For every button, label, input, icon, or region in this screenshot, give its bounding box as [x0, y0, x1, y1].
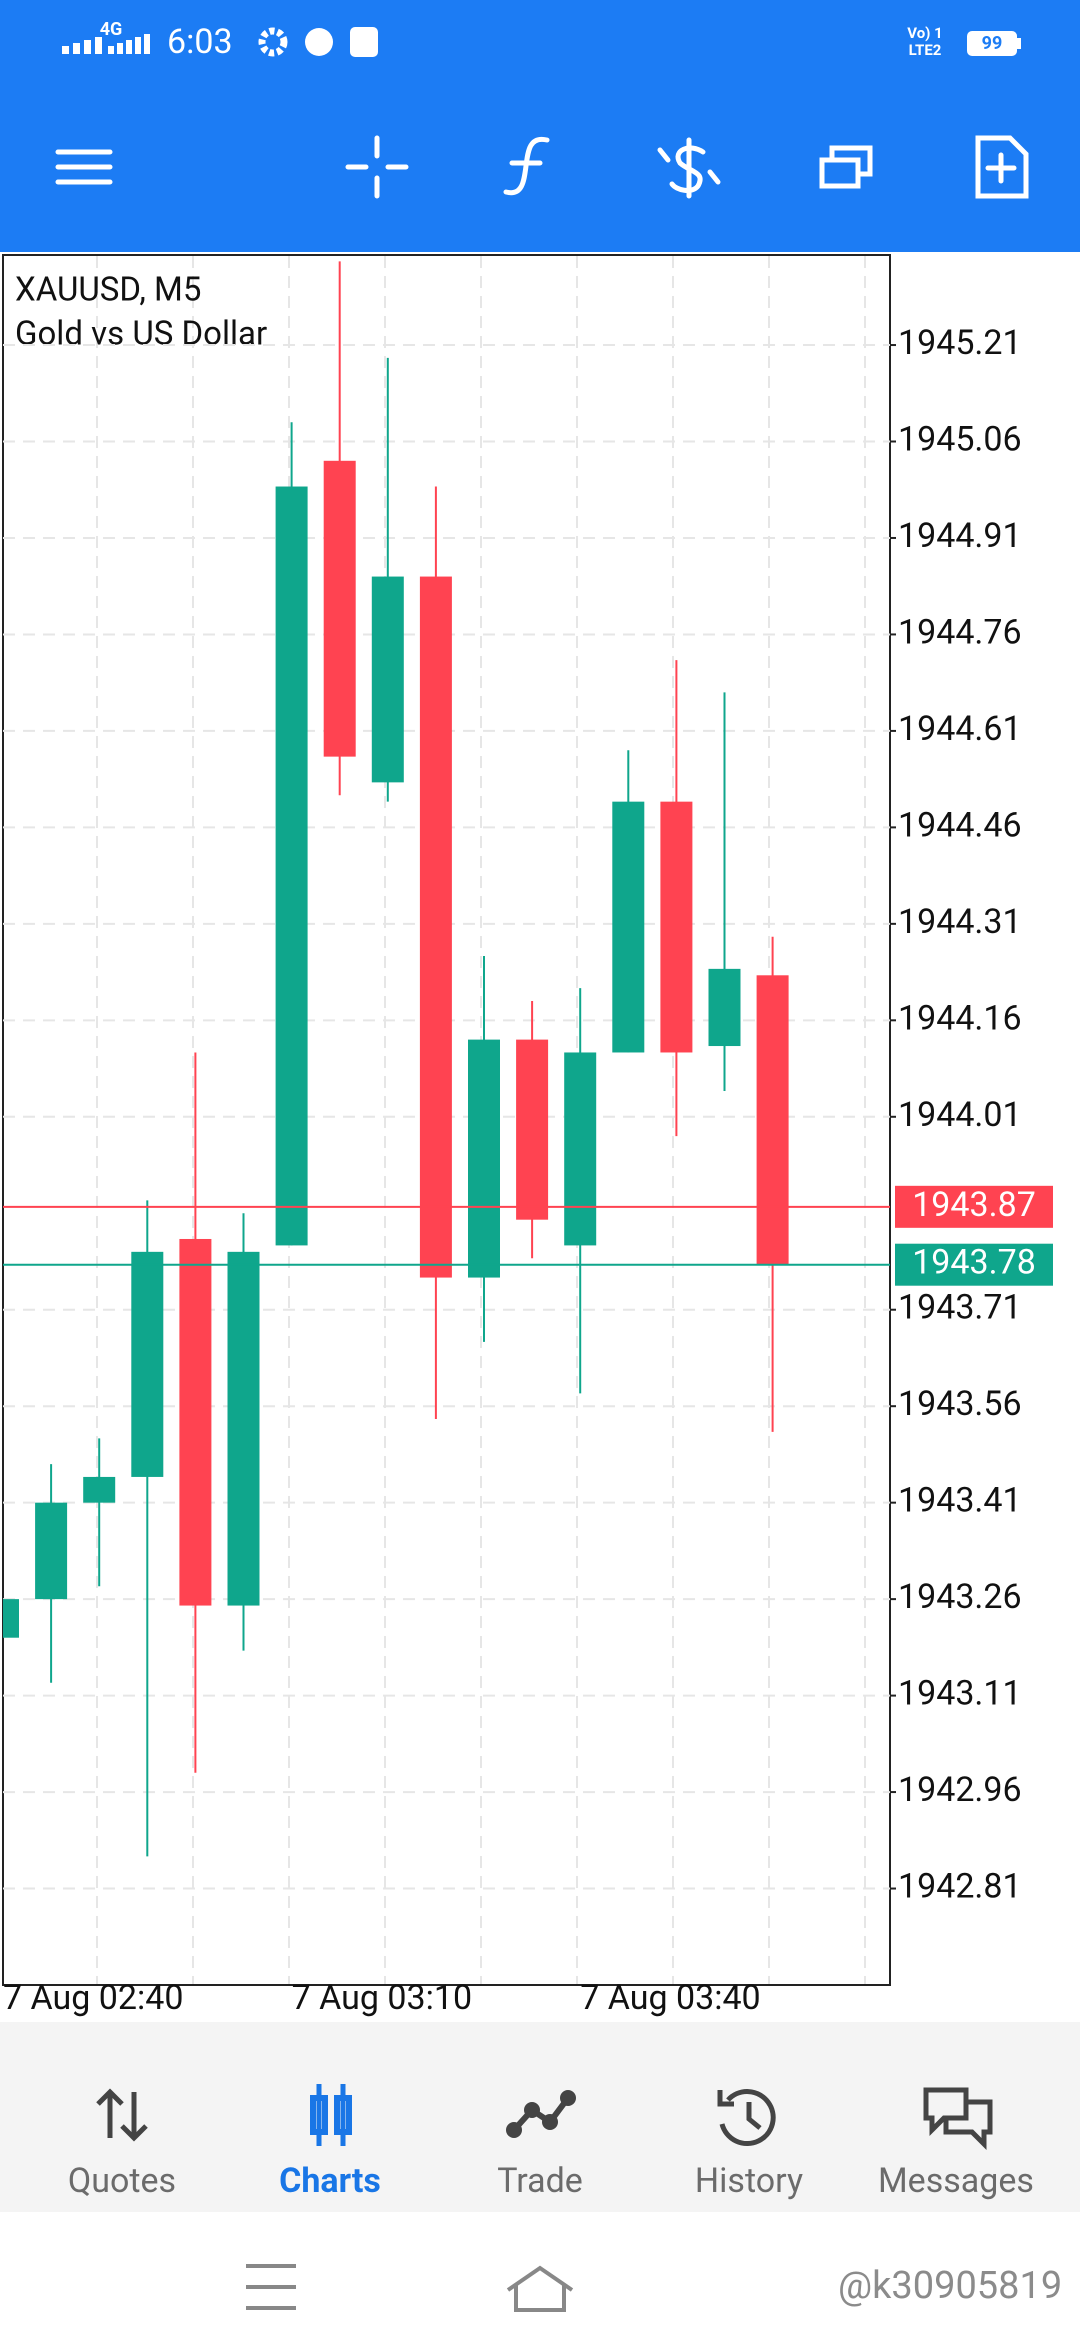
bid-label: 1943.78	[912, 1243, 1036, 1283]
trade-icon	[511, 2096, 571, 2133]
y-tick-label: 1943.41	[898, 1481, 1022, 1521]
candle-body	[83, 1476, 116, 1503]
candle-body	[756, 975, 789, 1265]
menu-button[interactable]	[55, 149, 113, 185]
candle-body	[3, 1599, 19, 1638]
candle-body	[227, 1251, 260, 1606]
y-tick-label: 1943.26	[898, 1577, 1022, 1617]
settings-icon	[258, 27, 288, 57]
quotes-icon	[96, 2088, 148, 2142]
volte: Vo) 1	[907, 24, 943, 42]
candle-body	[660, 801, 693, 1053]
y-tick-label: 1943.71	[898, 1288, 1022, 1328]
nav-quotes[interactable]: Quotes	[68, 2088, 176, 2201]
ask-label-bg	[895, 1185, 1053, 1228]
candle-body	[564, 1052, 597, 1246]
candle-body	[468, 1039, 500, 1278]
nav-messages[interactable]: Messages	[878, 2087, 1034, 2201]
candle-body	[179, 1238, 212, 1606]
candle-body	[35, 1502, 68, 1600]
candle-body	[516, 1039, 549, 1220]
messages-icon	[923, 2087, 993, 2151]
y-tick-label: 1944.76	[898, 612, 1022, 652]
nav-trade[interactable]: Trade	[497, 2090, 583, 2201]
candle-body	[419, 576, 452, 1278]
history-icon	[717, 2089, 776, 2147]
trade-button[interactable]	[657, 137, 721, 199]
network-type: 4G	[100, 19, 123, 40]
windows-button[interactable]	[819, 145, 873, 189]
nav-history[interactable]: History	[695, 2089, 803, 2201]
candle-body	[323, 460, 356, 757]
sim: LTE2	[909, 41, 942, 59]
nav-label: Charts	[279, 2161, 381, 2201]
y-tick-label: 1944.31	[898, 902, 1022, 942]
nav-label: History	[695, 2161, 803, 2201]
y-tick-label: 1943.56	[898, 1384, 1022, 1424]
x-tick-label: 7 Aug 03:40	[580, 1978, 760, 2018]
ask-label: 1943.87	[912, 1185, 1036, 1225]
battery-tip	[1017, 38, 1021, 49]
watermark: @k30905819	[838, 2264, 1062, 2308]
y-tick-label: 1942.81	[898, 1867, 1022, 1907]
chart-title: XAUUSD, M5	[15, 271, 201, 310]
candle-body	[708, 968, 741, 1047]
new-order-button[interactable]	[975, 135, 1029, 199]
y-tick-label: 1944.91	[898, 516, 1022, 556]
y-tick-label: 1944.46	[898, 805, 1022, 845]
y-tick-label: 1944.16	[898, 998, 1022, 1038]
nav-charts[interactable]: Charts	[279, 2084, 381, 2201]
candle-body	[612, 801, 645, 1053]
crosshair-button[interactable]	[345, 135, 409, 199]
x-tick-label: 7 Aug 03:10	[292, 1978, 472, 2018]
bid-label-bg	[895, 1243, 1053, 1286]
indicators-button[interactable]	[503, 136, 550, 196]
charts-icon	[316, 2084, 346, 2146]
y-tick-label: 1945.06	[898, 419, 1022, 459]
signal-icon	[62, 34, 150, 54]
battery-level: 99	[982, 33, 1003, 54]
app-bar	[0, 0, 1080, 252]
candle-body	[275, 486, 308, 1246]
battery-icon	[967, 31, 1017, 56]
y-tick-label: 1942.96	[898, 1770, 1022, 1810]
clock: 6:03	[167, 22, 233, 62]
y-tick-label: 1945.21	[898, 323, 1022, 363]
nav-label: Quotes	[68, 2161, 176, 2201]
y-tick-label: 1944.61	[898, 709, 1022, 749]
candle-body	[131, 1251, 164, 1477]
x-tick-label: 7 Aug 02:40	[3, 1978, 183, 2018]
messenger-icon	[305, 28, 333, 56]
y-tick-label: 1943.11	[898, 1674, 1022, 1714]
chart-subtitle: Gold vs US Dollar	[15, 315, 267, 354]
candle-body	[371, 576, 404, 783]
mail-icon	[350, 27, 378, 57]
system-menu[interactable]	[246, 2264, 296, 2310]
nav-label: Messages	[878, 2161, 1034, 2201]
plot-area	[3, 261, 890, 1890]
nav-label: Trade	[497, 2161, 583, 2201]
system-home[interactable]	[506, 2265, 574, 2312]
y-tick-label: 1944.01	[898, 1095, 1022, 1135]
